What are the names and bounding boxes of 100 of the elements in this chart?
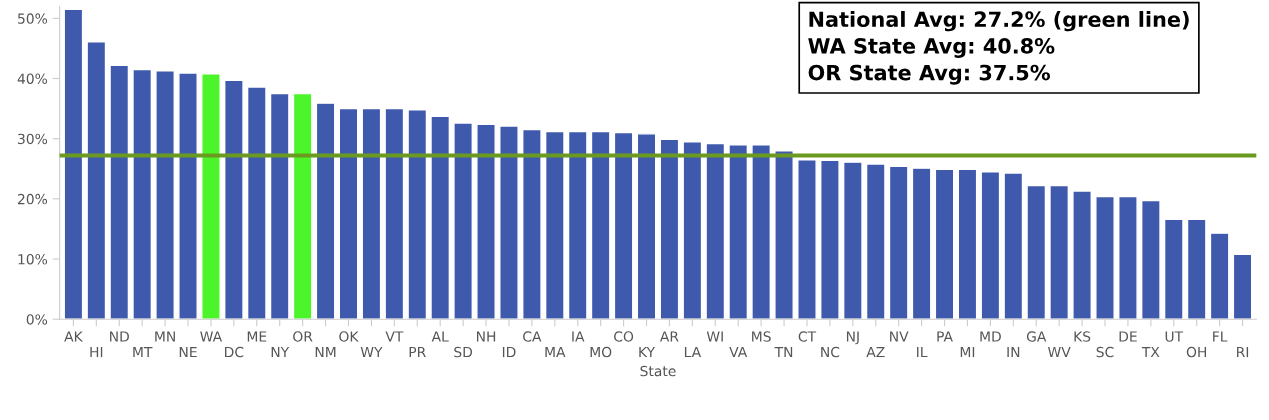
bar: [1163, 218, 1184, 320]
bar: [522, 128, 542, 320]
x-tick-label: MD: [980, 331, 1001, 342]
x-tick-label: PR: [409, 346, 426, 358]
bar: [338, 107, 359, 320]
bar: [178, 72, 198, 320]
x-tick-label: PA: [937, 331, 953, 342]
x-tick-label: SD: [454, 346, 473, 358]
x-tick-label: TN: [774, 346, 793, 358]
bar: [1049, 184, 1070, 320]
bar: [1186, 218, 1207, 320]
bar: [1209, 232, 1230, 320]
x-tick-label: KS: [1074, 331, 1091, 342]
x-tick-label: HI: [90, 346, 103, 358]
x-tick-label: NC: [821, 346, 840, 358]
x-axis-title: State: [640, 365, 676, 377]
x-tick-label: ME: [247, 331, 267, 342]
bar: [453, 122, 473, 320]
bar: [384, 107, 405, 320]
bar: [636, 133, 657, 320]
bar: [820, 159, 840, 320]
x-tick-label: MN: [155, 331, 175, 342]
x-tick-label: WV: [1048, 346, 1071, 358]
bar: [132, 68, 153, 320]
x-tick-label: TX: [1141, 346, 1160, 358]
bar: [888, 165, 909, 320]
bar: [292, 92, 313, 320]
x-tick-label: CT: [798, 331, 817, 342]
x-tick-label: WA: [200, 331, 223, 342]
bar: [567, 130, 588, 320]
x-tick-label: AL: [431, 331, 449, 342]
bar: [430, 115, 451, 320]
x-tick-label: ID: [502, 346, 516, 358]
y-tick-label: 40%: [17, 73, 48, 84]
bar: [659, 138, 680, 320]
x-tick-label: OH: [1186, 346, 1207, 358]
x-tick-label: CA: [523, 331, 542, 342]
x-tick-label: AK: [64, 331, 83, 342]
bar: [613, 131, 634, 320]
y-tick-label: 30%: [18, 133, 48, 145]
x-tick-label: NE: [179, 346, 197, 358]
x-tick-label: IL: [917, 346, 928, 358]
bar: [957, 168, 978, 320]
x-tick-label: VT: [385, 331, 404, 342]
x-tick-label: MA: [545, 346, 566, 358]
bar: [63, 8, 84, 320]
bar: [980, 171, 1001, 320]
x-tick-label: ND: [110, 331, 129, 342]
annotation: OR State Avg: 37.5%: [808, 64, 1050, 85]
x-tick-label: SC: [1096, 346, 1114, 358]
bar: [682, 140, 703, 320]
x-tick-label: MI: [960, 346, 975, 358]
x-tick-label: DE: [1119, 331, 1137, 342]
x-tick-label: WI: [706, 331, 723, 342]
bar: [1140, 199, 1161, 320]
bar: [1003, 172, 1024, 320]
x-tick-label: NJ: [846, 331, 859, 345]
annotation: WA State Avg: 40.8%: [808, 38, 1055, 58]
bar: [934, 168, 955, 320]
bar: [269, 92, 290, 320]
x-tick-label: IA: [572, 331, 585, 342]
x-tick-label: NY: [271, 346, 290, 358]
x-tick-label: UT: [1165, 331, 1184, 342]
x-tick-label: CO: [614, 331, 634, 342]
x-tick-label: GA: [1026, 331, 1047, 342]
bar: [246, 86, 267, 320]
bar: [705, 142, 726, 320]
bar: [224, 79, 244, 320]
bar: [86, 41, 107, 320]
bar: [476, 123, 496, 320]
bar: [155, 69, 175, 320]
bar: [911, 167, 932, 320]
y-tick-label: 50%: [18, 13, 48, 24]
bar: [315, 102, 336, 320]
bar: [1072, 190, 1092, 320]
x-tick-label: AR: [659, 331, 679, 342]
bar: [797, 159, 817, 320]
bar: [361, 107, 382, 320]
x-tick-label: MS: [752, 331, 771, 342]
x-tick-label: NM: [315, 346, 336, 358]
y-tick-label: 20%: [17, 193, 48, 205]
bar: [774, 150, 794, 320]
bar: [109, 64, 130, 320]
y-tick-label: 10%: [18, 254, 48, 265]
x-tick-label: FL: [1213, 331, 1228, 342]
bar: [842, 161, 863, 320]
bar: [1232, 253, 1253, 320]
x-tick-label: KY: [639, 346, 656, 358]
x-tick-label: RI: [1237, 346, 1249, 358]
bar: [1118, 195, 1138, 320]
bar: [201, 72, 221, 320]
annotation: National Avg: 27.2% (green line): [809, 10, 1189, 32]
bar: [751, 144, 772, 320]
bar: [728, 144, 749, 320]
bar: [865, 163, 886, 320]
x-tick-label: OR: [293, 331, 313, 342]
bar: [590, 130, 611, 320]
x-tick-label: DC: [225, 346, 244, 358]
bar: [1095, 195, 1115, 320]
x-tick-label: OK: [339, 331, 359, 342]
